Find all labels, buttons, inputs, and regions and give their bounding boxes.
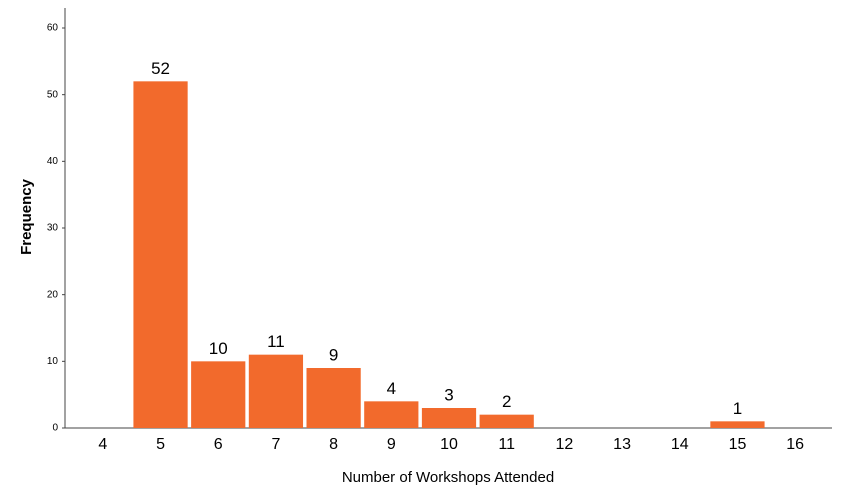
y-tick-label: 60 [47, 23, 59, 34]
x-tick-label: 4 [98, 436, 107, 453]
y-tick-label: 40 [47, 156, 59, 167]
bar [421, 408, 477, 428]
x-axis-label: Number of Workshops Attended [342, 469, 554, 486]
x-tick-label: 15 [729, 436, 747, 453]
bar [306, 368, 361, 428]
value-label: 11 [267, 332, 285, 351]
value-label: 9 [329, 345, 338, 364]
bar [248, 354, 304, 428]
x-tick-label: 11 [498, 436, 515, 453]
x-tick-label: 10 [440, 436, 458, 453]
y-tick-label: 50 [47, 89, 59, 100]
value-label: 2 [502, 392, 511, 411]
value-label: 4 [387, 379, 396, 398]
y-tick-label: 10 [47, 356, 59, 367]
bar [364, 401, 419, 428]
x-tick-label: 6 [214, 436, 223, 453]
y-axis-label: Frequency [18, 178, 35, 255]
bar [479, 414, 534, 428]
y-tick-label: 30 [47, 223, 59, 234]
value-label: 1 [733, 399, 742, 418]
x-tick-label: 5 [156, 436, 165, 453]
y-tick-label: 0 [52, 423, 58, 434]
bar [191, 361, 246, 428]
x-tick-label: 14 [671, 436, 689, 453]
x-tick-label: 16 [786, 436, 804, 453]
x-tick-label: 7 [271, 436, 280, 453]
bar [710, 421, 765, 428]
value-label: 3 [444, 385, 453, 404]
x-tick-label: 9 [387, 436, 396, 453]
bar [133, 81, 188, 428]
x-tick-label: 13 [613, 436, 631, 453]
y-tick-label: 20 [47, 289, 59, 300]
x-tick-label: 12 [555, 436, 573, 453]
value-label: 10 [209, 339, 228, 358]
value-label: 52 [151, 59, 170, 78]
x-tick-label: 8 [329, 436, 338, 453]
